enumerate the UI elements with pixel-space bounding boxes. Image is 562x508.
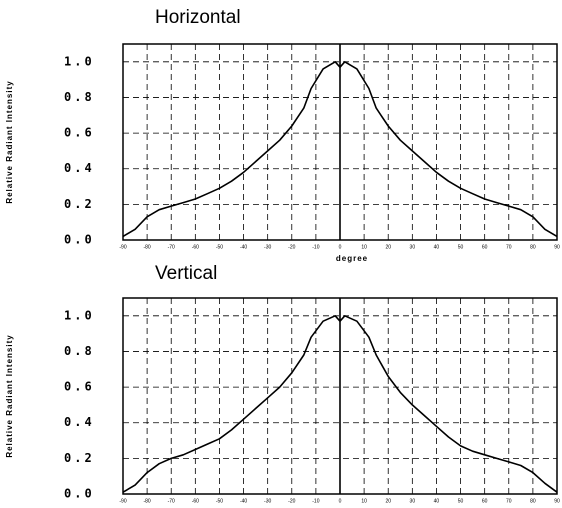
x-tick-label: 0: [339, 244, 342, 250]
x-tick-label: -40: [240, 244, 247, 250]
x-tick-label: -60: [192, 244, 199, 250]
y-tick-label: 1.0: [64, 54, 95, 68]
y-tick-label: 0.2: [64, 451, 95, 465]
x-tick-label: 20: [385, 244, 391, 250]
x-tick-label: -10: [312, 244, 319, 250]
chart-title: Horizontal: [155, 7, 241, 28]
data-line: [122, 61, 558, 238]
y-tick-label: 0.4: [64, 415, 95, 429]
x-tick-label: 70: [506, 498, 512, 504]
x-tick-label: -20: [288, 498, 295, 504]
x-tick-label: -20: [288, 244, 295, 250]
y-tick-label: 0.0: [64, 233, 95, 247]
y-tick-label: 1.0: [64, 308, 95, 322]
x-tick-label: -40: [240, 498, 247, 504]
x-tick-label: 40: [434, 244, 440, 250]
x-tick-label: -50: [216, 244, 223, 250]
x-tick-label: 20: [385, 498, 391, 504]
x-tick-label: 90: [554, 244, 560, 250]
y-tick-label: 0.8: [64, 90, 95, 104]
x-tick-label: 80: [530, 244, 536, 250]
plot-frame: [122, 297, 558, 495]
x-tick-label: -80: [143, 244, 150, 250]
x-tick-label: -10: [312, 498, 319, 504]
y-tick-label: 0.6: [64, 126, 95, 140]
x-tick-label: -90: [119, 244, 126, 250]
data-line: [122, 315, 558, 493]
x-tick-label: 50: [458, 244, 464, 250]
x-tick-label: 70: [506, 244, 512, 250]
y-tick-label: 0.8: [64, 344, 95, 358]
x-tick-label: 60: [482, 244, 488, 250]
x-tick-label: 30: [410, 498, 416, 504]
x-tick-label: 30: [410, 244, 416, 250]
y-tick-label: 0.0: [64, 487, 95, 501]
x-axis-label: degree: [336, 254, 368, 263]
y-axis-label: Relative Radiant Intensity: [5, 334, 14, 457]
x-tick-label: -30: [264, 498, 271, 504]
x-tick-label: -80: [143, 498, 150, 504]
x-tick-label: -50: [216, 498, 223, 504]
x-tick-label: 80: [530, 498, 536, 504]
plot-frame: [122, 43, 558, 241]
x-tick-label: 10: [361, 244, 367, 250]
chart-title: Vertical: [155, 263, 217, 284]
y-axis-label: Relative Radiant Intensity: [5, 80, 14, 203]
x-tick-label: -60: [192, 498, 199, 504]
y-tick-label: 0.4: [64, 161, 95, 175]
y-tick-label: 0.6: [64, 380, 95, 394]
x-tick-label: -70: [168, 244, 175, 250]
x-tick-label: -30: [264, 244, 271, 250]
x-tick-label: -70: [168, 498, 175, 504]
x-tick-label: 10: [361, 498, 367, 504]
x-tick-label: 0: [339, 498, 342, 504]
x-tick-label: 50: [458, 498, 464, 504]
x-tick-label: -90: [119, 498, 126, 504]
x-tick-label: 90: [554, 498, 560, 504]
x-tick-label: 40: [434, 498, 440, 504]
y-tick-label: 0.2: [64, 197, 95, 211]
x-tick-label: 60: [482, 498, 488, 504]
